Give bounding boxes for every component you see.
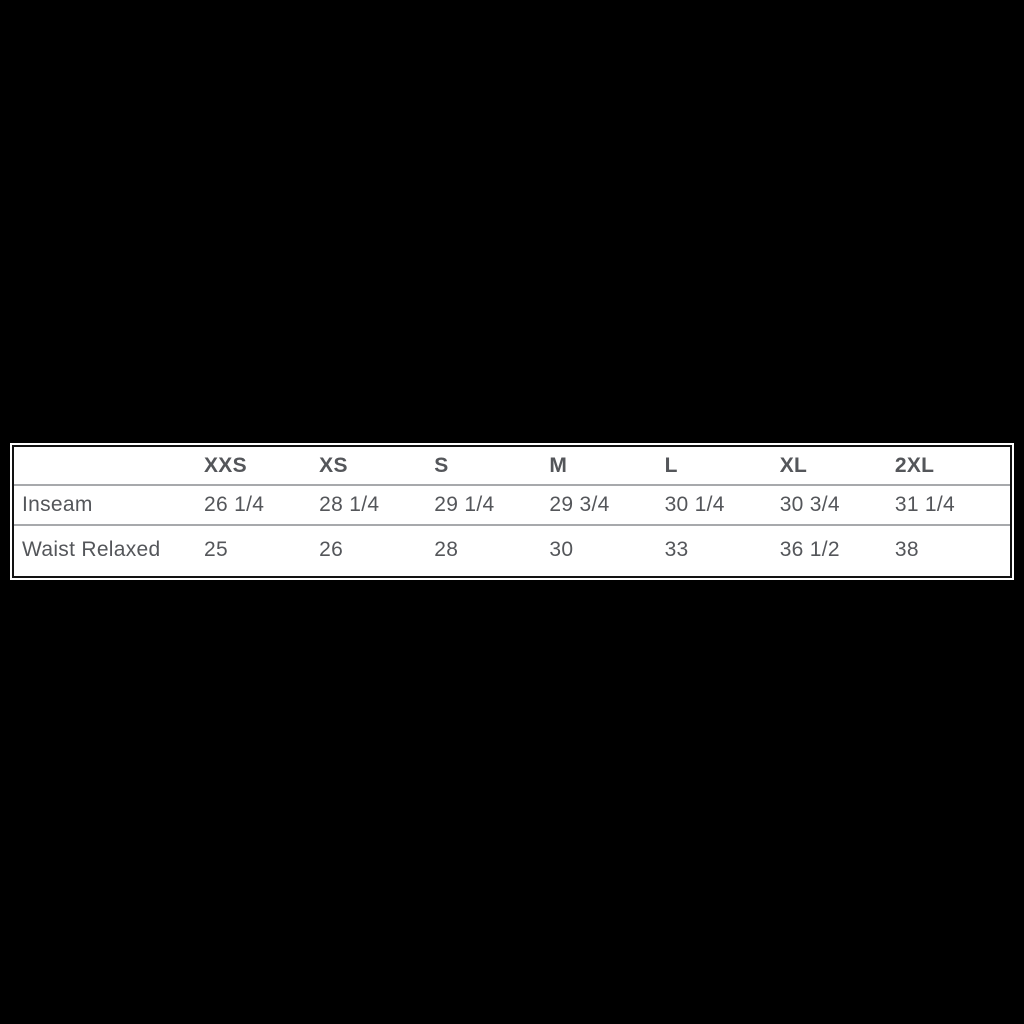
value-cell: 33 [664,538,689,561]
header-row: XXS XS S M L XL 2XL [14,447,1010,486]
value-cell: 25 [204,538,228,561]
header-cell-2xl: 2XL [894,447,1010,486]
value-cell: 31 1/4 [894,485,1010,526]
table-row-waist-relaxed: Waist Relaxed 25 26 28 30 33 36 1/2 38 [14,525,1010,583]
value-cell: 30 [549,538,574,561]
header-cell-xl: XL [779,447,895,486]
header-cell-l: L [664,447,780,486]
value-cell: 29 3/4 [549,485,665,526]
value-cell: 28 [434,538,459,561]
value-cell: 30 3/4 [779,485,895,526]
header-cell-blank [14,447,204,486]
header-cell-m: M [549,447,665,486]
header-cell-xs: XS [319,447,435,486]
row-label: Waist Relaxed [22,538,161,561]
value-cell: 26 1/4 [204,485,320,526]
size-chart-frame: XXS XS S M L XL 2XL Inseam 26 1/4 28 1/4… [12,445,1012,578]
size-chart-table: XXS XS S M L XL 2XL Inseam 26 1/4 28 1/4… [14,447,1010,583]
value-cell: 38 [894,538,919,561]
value-cell: 30 1/4 [664,485,780,526]
table-row-inseam: Inseam 26 1/4 28 1/4 29 1/4 29 3/4 30 1/… [14,485,1010,526]
value-cell: 29 1/4 [434,485,550,526]
header-cell-s: S [434,447,550,486]
value-cell: 36 1/2 [779,538,840,561]
row-label: Inseam [14,485,204,526]
header-cell-xxs: XXS [204,447,320,486]
value-cell: 26 [319,538,344,561]
size-chart-panel: XXS XS S M L XL 2XL Inseam 26 1/4 28 1/4… [10,443,1014,580]
value-cell: 28 1/4 [319,485,435,526]
